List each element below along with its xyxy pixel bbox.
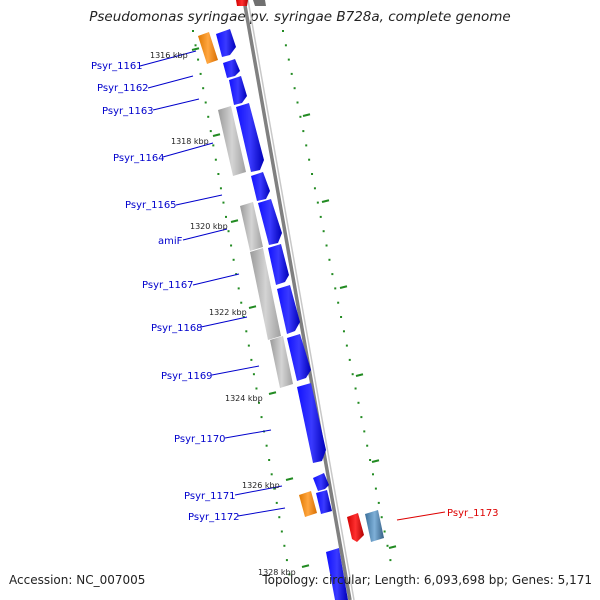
label-amiF[interactable]: amiF: [158, 236, 183, 247]
tick-label-1322: 1322 kbp: [209, 308, 247, 317]
outer-major-tick: [355, 373, 364, 377]
major-tick: [212, 133, 221, 137]
partial-gray-gene: [253, 0, 266, 6]
major-tick: [248, 305, 257, 309]
blue-feature-small[interactable]: [316, 490, 332, 514]
gray-feature-1[interactable]: [218, 106, 246, 176]
partial-red-gene: [236, 0, 248, 6]
outer-major-tick: [302, 113, 311, 117]
tick-label-1326: 1326 kbp: [242, 481, 280, 490]
label-leaders: [139, 50, 446, 521]
label-psyr-1162[interactable]: Psyr_1162: [97, 83, 149, 94]
label-psyr-1168[interactable]: Psyr_1168: [151, 323, 203, 334]
genome-backbone-shadow: [247, 0, 355, 600]
label-psyr-1163[interactable]: Psyr_1163: [102, 106, 154, 117]
tick-label-1324: 1324 kbp: [225, 394, 263, 403]
outer-major-tick: [371, 459, 380, 463]
gene-amiF[interactable]: [258, 199, 282, 245]
gene-psyr-1161[interactable]: [216, 29, 236, 57]
gene-psyr-1170[interactable]: [297, 383, 326, 463]
gray-feature-3[interactable]: [250, 248, 281, 340]
label-psyr-1170[interactable]: Psyr_1170: [174, 434, 226, 445]
label-psyr-1172[interactable]: Psyr_1172: [188, 512, 240, 523]
tick-label-1316: 1316 kbp: [150, 51, 188, 60]
feature-track: [198, 29, 384, 600]
gene-psyr-1165[interactable]: [251, 172, 270, 201]
outer-major-tick: [388, 545, 397, 549]
kbp-labels: 1316 kbp 1318 kbp 1320 kbp 1322 kbp 1324…: [150, 51, 296, 577]
gene-psyr-1163[interactable]: [229, 76, 247, 105]
gene-psyr-1172[interactable]: [299, 491, 317, 517]
orange-feature-1[interactable]: [198, 32, 218, 64]
tick-label-1320: 1320 kbp: [190, 222, 228, 231]
major-tick: [191, 47, 200, 51]
outer-major-tick: [339, 285, 348, 289]
label-psyr-1164[interactable]: Psyr_1164: [113, 153, 165, 164]
label-psyr-1165[interactable]: Psyr_1165: [125, 200, 177, 211]
tick-label-1328: 1328 kbp: [258, 568, 296, 577]
gray-feature-4[interactable]: [270, 336, 293, 388]
label-psyr-1173[interactable]: Psyr_1173: [447, 508, 499, 519]
major-tick: [301, 564, 310, 568]
gene-labels: Psyr_1161 Psyr_1162 Psyr_1163 Psyr_1164 …: [91, 61, 499, 523]
gene-psyr-1171[interactable]: [313, 473, 329, 491]
genome-backbone: [242, 0, 352, 600]
red-feature[interactable]: [347, 513, 364, 542]
label-psyr-1171[interactable]: Psyr_1171: [184, 491, 236, 502]
tick-marks: [191, 47, 397, 568]
track-guides: [192, 30, 392, 576]
gene-psyr-1162[interactable]: [223, 59, 240, 78]
gray-feature-2[interactable]: [240, 202, 263, 251]
accession-label: Accession: NC_007005: [9, 573, 146, 587]
genome-info-label: Topology: circular; Length: 6,093,698 bp…: [262, 573, 592, 587]
map-title: Pseudomonas syringae pv. syringae B728a,…: [89, 9, 511, 25]
major-tick: [268, 391, 277, 395]
label-psyr-1161[interactable]: Psyr_1161: [91, 61, 143, 72]
label-psyr-1167[interactable]: Psyr_1167: [142, 280, 194, 291]
tick-label-1318: 1318 kbp: [171, 137, 209, 146]
label-psyr-1169[interactable]: Psyr_1169: [161, 371, 213, 382]
gene-next-partial[interactable]: [326, 548, 348, 600]
gene-psyr-1173[interactable]: [365, 510, 384, 542]
gene-psyr-1169[interactable]: [287, 334, 311, 381]
gene-psyr-1167[interactable]: [268, 244, 289, 285]
outer-major-tick: [321, 199, 330, 203]
major-tick: [285, 477, 294, 481]
major-tick: [230, 219, 239, 223]
gene-psyr-1164[interactable]: [236, 103, 264, 172]
gene-psyr-1168[interactable]: [277, 285, 300, 334]
